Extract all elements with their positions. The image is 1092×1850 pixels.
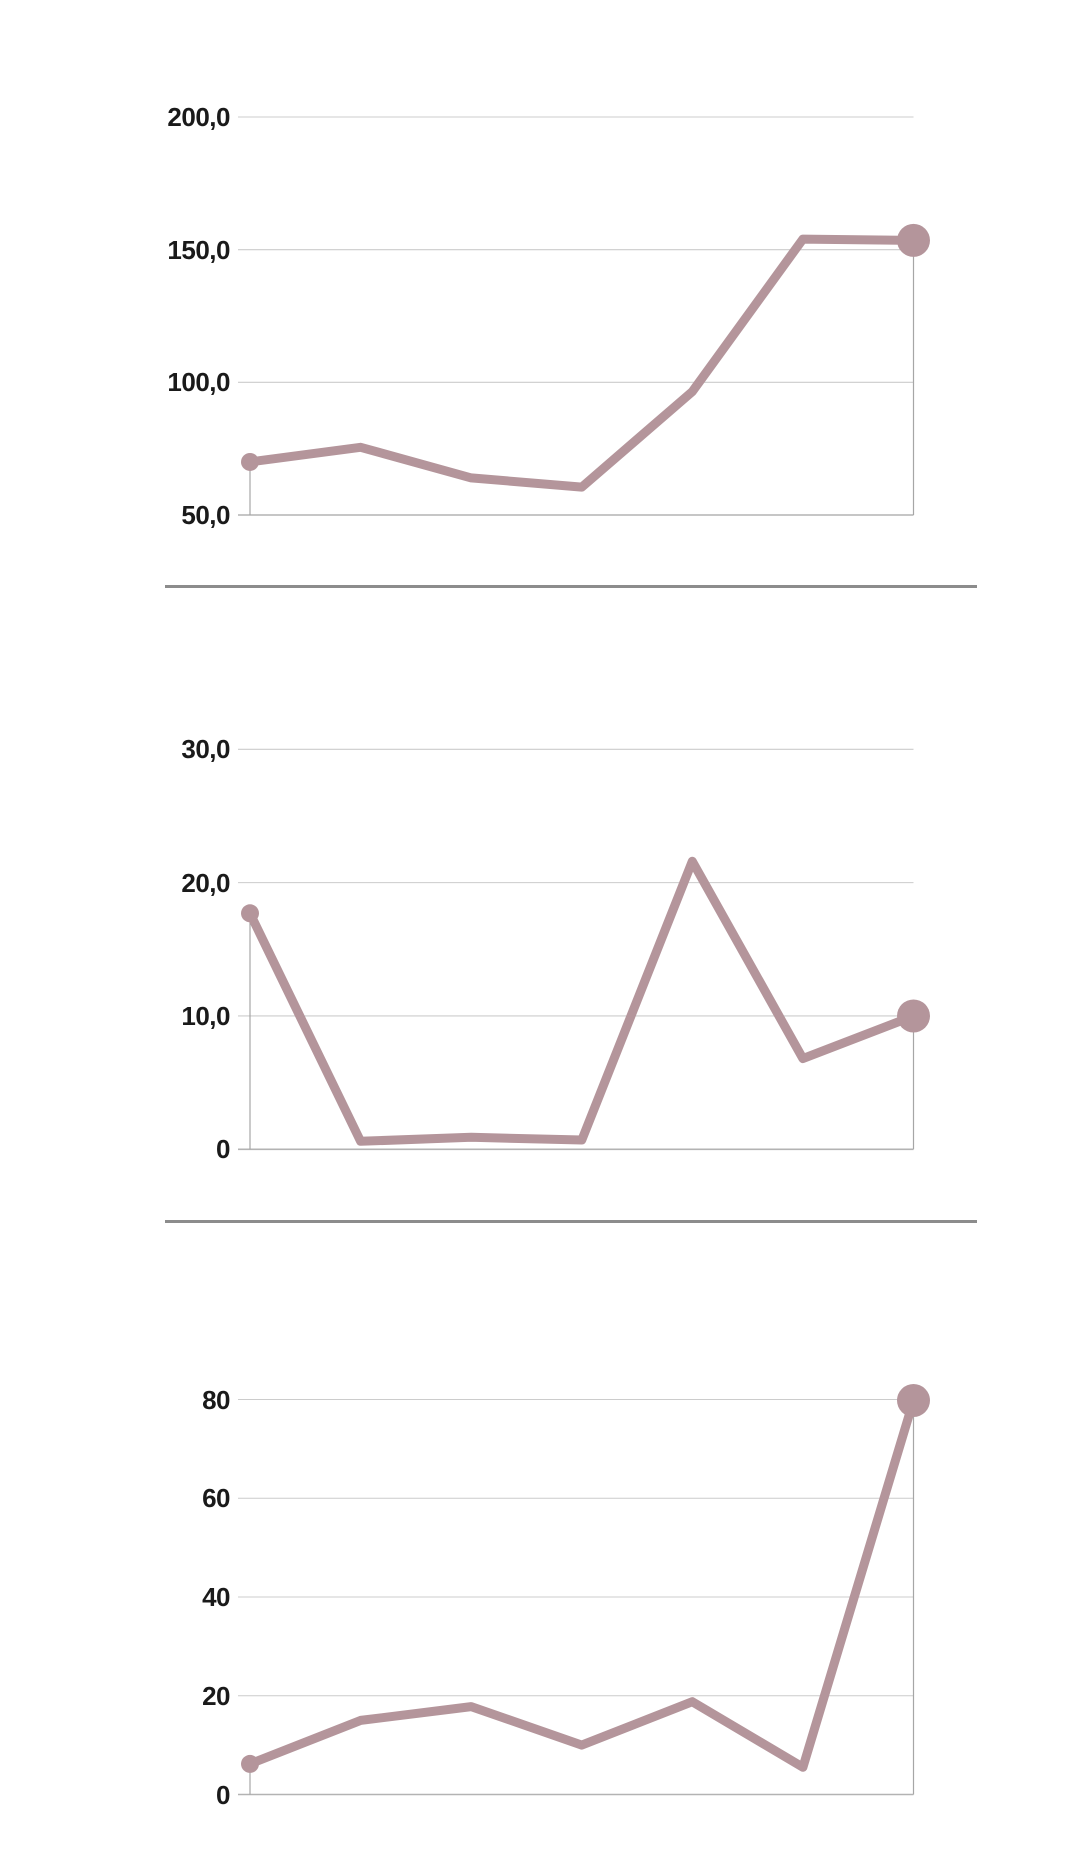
y-axis-tick-label: 80 xyxy=(202,1384,230,1415)
series-line xyxy=(245,1396,918,1772)
y-axis-tick-label: 200,0 xyxy=(167,102,230,132)
series-end-dot xyxy=(897,999,930,1033)
series-start-dot xyxy=(241,904,259,923)
y-axis-tick-label: 100,0 xyxy=(167,367,230,398)
series-start-dot xyxy=(241,1754,259,1773)
y-axis-tick-label: 40 xyxy=(202,1582,230,1612)
y-axis-tick-label: 50,0 xyxy=(181,500,230,530)
y-axis-tick-label: 0 xyxy=(216,1134,230,1165)
series-end-dot xyxy=(897,223,930,257)
y-axis-tick-label: 20 xyxy=(202,1680,230,1711)
series-line xyxy=(245,234,918,492)
y-axis-tick-label: 0 xyxy=(216,1779,230,1810)
y-axis-tick-label: 30,0 xyxy=(181,734,230,765)
chart-divider-1 xyxy=(165,585,977,588)
y-axis-tick-label: 10,0 xyxy=(181,1000,230,1031)
y-axis-tick-label: 150,0 xyxy=(167,234,230,265)
y-axis-tick-label: 20,0 xyxy=(181,867,230,898)
series-start-dot xyxy=(241,452,259,471)
series-end-dot xyxy=(897,1383,930,1417)
series-line xyxy=(245,856,918,1146)
y-axis-tick-label: 60 xyxy=(202,1483,230,1514)
chart-divider-2 xyxy=(165,1220,977,1223)
